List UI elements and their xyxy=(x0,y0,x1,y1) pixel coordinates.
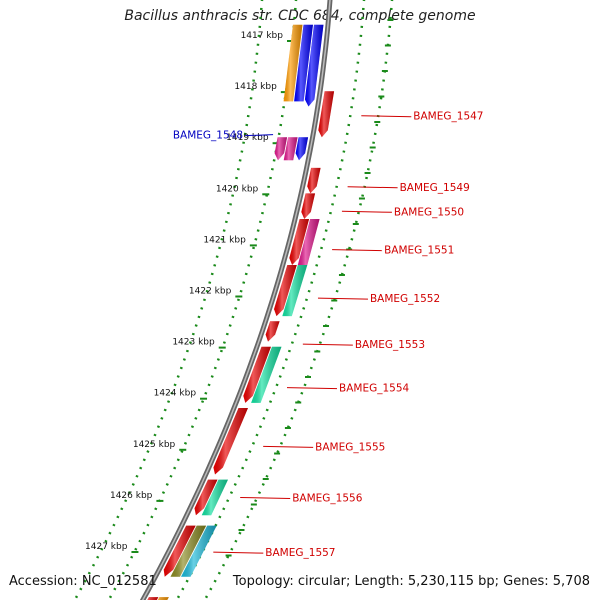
gene-label[interactable]: BAMEG_1556 xyxy=(292,492,363,504)
gene-label[interactable]: BAMEG_1550 xyxy=(394,206,464,218)
gene-feature-shading xyxy=(283,24,303,102)
genome-backbone xyxy=(139,0,333,600)
ruler-tick-label: 1417 kbp xyxy=(241,31,284,41)
topology-label: Topology: circular; Length: 5,230,115 bp… xyxy=(232,574,590,589)
gene-label-leader xyxy=(245,134,274,137)
gene-feature-shading xyxy=(170,525,207,577)
gene-labels: BAMEG_1547 BAMEG_1548 BAMEG_1549 BAMEG_1550… xyxy=(173,111,484,559)
gene-label-leader xyxy=(317,297,368,300)
ruler-tick-label: 1419 kbp xyxy=(226,133,269,143)
gene-feature-shading xyxy=(274,265,297,317)
gene-label-leader xyxy=(361,115,412,118)
gene-feature-shading xyxy=(163,525,196,577)
gene-features xyxy=(147,24,335,600)
backbone-highlight xyxy=(141,0,331,600)
dotted-guide-line-2 xyxy=(73,0,264,600)
gene-feature-shading xyxy=(243,346,271,403)
dotted-guides xyxy=(73,0,394,600)
gene-label[interactable]: BAMEG_1557 xyxy=(265,547,335,559)
ruler-tick-label: 1427 kbp xyxy=(85,542,128,552)
ruler-tick-label: 1423 kbp xyxy=(172,338,215,348)
gene-feature-shading xyxy=(318,91,335,138)
gene-label[interactable]: BAMEG_1553 xyxy=(355,339,425,351)
ruler: 1417 kbp 1418 kbp 1419 kbp 1420 kbp 1421 kbp… xyxy=(85,19,394,557)
dotted-guide-line-3 xyxy=(175,0,366,600)
gene-label-leader xyxy=(332,249,383,252)
dotted-guide-line-1 xyxy=(107,0,298,600)
gene-label-leader xyxy=(286,387,338,390)
ruler-tick-label: 1421 kbp xyxy=(203,235,246,245)
gene-label[interactable]: BAMEG_1549 xyxy=(400,182,470,194)
ruler-tick-label: 1424 kbp xyxy=(154,389,197,399)
gene-feature-shading xyxy=(274,137,288,161)
gene-label[interactable]: BAMEG_1555 xyxy=(315,441,385,453)
gene-feature-shading xyxy=(201,479,228,516)
gene-label-leader xyxy=(240,496,291,499)
ruler-tick-label: 1418 kbp xyxy=(234,82,277,92)
gene-feature-shading xyxy=(307,167,321,194)
gene-feature-shading xyxy=(289,219,310,265)
gene-label-leader xyxy=(213,551,264,554)
gene-feature-shading xyxy=(294,24,313,102)
gene-label-leader xyxy=(302,343,353,346)
ruler-tick-label: 1425 kbp xyxy=(133,440,176,450)
gene-label[interactable]: BAMEG_1554 xyxy=(339,383,410,395)
gene-feature-shading xyxy=(194,479,218,516)
gene-label-leader xyxy=(341,210,392,213)
gene-label-leader xyxy=(347,186,398,189)
gene-feature-shading xyxy=(304,24,324,107)
gene-feature-shading xyxy=(265,321,280,342)
gene-feature-shading xyxy=(301,193,316,219)
gene-feature-shading xyxy=(251,346,282,403)
gene-label[interactable]: BAMEG_1548 xyxy=(173,130,243,142)
gene-feature-shading xyxy=(157,597,169,600)
gene-label[interactable]: BAMEG_1551 xyxy=(384,245,454,257)
gene-feature-shading xyxy=(295,137,309,161)
gene-label[interactable]: BAMEG_1547 xyxy=(413,111,483,123)
gene-feature-shading xyxy=(297,219,320,265)
ruler-tick-label: 1426 kbp xyxy=(110,491,153,501)
accession-label: Accession: NC_012581 xyxy=(9,574,157,589)
gene-feature-shading xyxy=(181,525,217,577)
gene-label[interactable]: BAMEG_1552 xyxy=(370,293,440,305)
ruler-tick-label: 1422 kbp xyxy=(189,287,232,297)
ruler-tick-label: 1420 kbp xyxy=(216,184,259,194)
gene-feature-shading xyxy=(283,137,298,161)
gene-feature-shading xyxy=(282,265,308,317)
gene-label-leader xyxy=(263,445,314,448)
gene-feature-shading xyxy=(147,597,159,600)
gene-feature-shading xyxy=(213,408,248,475)
